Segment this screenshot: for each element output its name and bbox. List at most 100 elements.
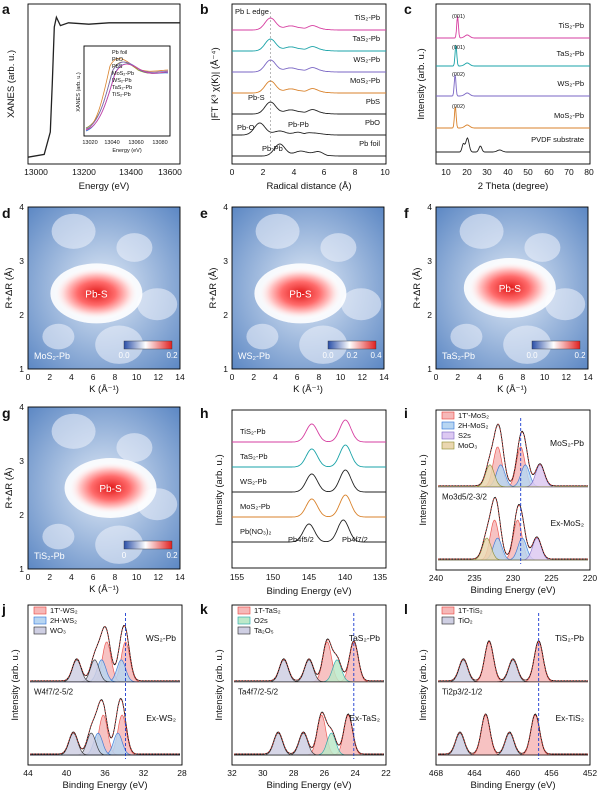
- wt-y-tick-e-2: 3: [223, 256, 228, 266]
- panel-label-g: g: [2, 405, 11, 421]
- inset-legend-5: TaS₂-Pb: [112, 85, 132, 91]
- pb4f-curve-1: [232, 444, 386, 468]
- peak-label-mos2: (002): [452, 104, 465, 110]
- wt-x-tick-g-0: 0: [26, 572, 31, 582]
- xps-x-tick-j-0: 44: [23, 768, 33, 778]
- pb4f-curve-2: [232, 469, 386, 493]
- wt-x-tick-g-6: 12: [154, 572, 164, 582]
- wt-y-tick-f-3: 4: [427, 202, 432, 212]
- wt-contour-blob: [51, 413, 96, 449]
- wt-x-tick-f-1: 2: [455, 372, 460, 382]
- pb4f-curve-4: [232, 519, 386, 543]
- panel-b: TiS₂-Pb TaS₂-Pb WS₂-Pb MoS₂-Pb PbS PbO Pb foil…: [210, 3, 390, 192]
- xps-x-tick-i-1: 235: [467, 573, 481, 583]
- wt-x-tick-g-2: 4: [69, 572, 74, 582]
- xps-raw-j: [30, 624, 180, 682]
- x-tick-c-1: 20: [462, 167, 472, 177]
- inset-frame: [83, 45, 171, 137]
- annotation-pb-pb-1: Pb-Pb: [288, 120, 309, 129]
- wt-contour-blob: [42, 323, 75, 350]
- wt-x-tick-g-5: 10: [132, 572, 142, 582]
- wt-y-tick-d-2: 3: [19, 256, 24, 266]
- xps-x-tick-i-0: 240: [429, 573, 443, 583]
- panel-label-f: f: [404, 205, 409, 221]
- pb4f-series-label-2: WS₂-Pb: [240, 477, 267, 486]
- peak-label-ws2: (002): [452, 72, 465, 78]
- legend-swatch-l-0: [441, 606, 455, 615]
- xps-x-tick-k-3: 26: [320, 768, 330, 778]
- legend-label-i-2: S2s: [458, 431, 471, 440]
- xps-bottom-label-k: Ex-TaS₂: [349, 713, 380, 723]
- xps-component-j: [30, 732, 180, 756]
- wt-x-tick-g-3: 6: [91, 572, 96, 582]
- wt-y-tick-g-3: 4: [19, 402, 24, 412]
- legend-label-i-3: MoO₃: [458, 441, 477, 450]
- inset-xtick-0: 13020: [82, 140, 97, 146]
- xps-x-tick-j-3: 32: [139, 768, 149, 778]
- exafs-curve-0: [232, 17, 386, 31]
- legend-label-j-1: 2H-WS₂: [50, 616, 77, 625]
- wt-colorbar-tick-e-1: 0.2: [346, 351, 358, 360]
- legend-label-i-1: 2H-MoS₂: [458, 421, 489, 430]
- wt-x-tick-f-6: 12: [562, 372, 572, 382]
- inset-legend-0: Pb foil: [112, 50, 127, 56]
- xps-component-k: [234, 732, 384, 756]
- inset-curve-ws2: [85, 61, 169, 130]
- wt-y-tick-e-1: 2: [223, 310, 228, 320]
- xps-x-label-k: Binding Energy (eV): [266, 780, 351, 791]
- y-axis-label-h: Intensity (arb. u.): [214, 454, 225, 525]
- wt-colorbar-f: [531, 340, 581, 350]
- panel-h: TiS₂-Pb TaS₂-Pb WS₂-Pb MoS₂-Pb Pb(NO₃)₂ Inte…: [214, 409, 387, 597]
- annotation-pb-l-edge: Pb L edge: [235, 7, 269, 16]
- xps-component-l: [438, 659, 588, 683]
- wt-x-tick-e-5: 10: [336, 372, 346, 382]
- xrd-series-label-0: TiS₂-Pb: [558, 21, 584, 30]
- annotation-pb-pb-2: Pb-Pb: [262, 144, 283, 153]
- xps-raw-k: [234, 638, 384, 682]
- wt-x-tick-e-2: 4: [273, 372, 278, 382]
- x-tick-c-3: 40: [503, 167, 513, 177]
- wt-contour-blob: [341, 288, 382, 321]
- x-tick-a-1: 13200: [72, 167, 96, 177]
- wt-colorbar-tick-f-1: 0.2: [574, 351, 586, 360]
- exafs-curve-2: [232, 59, 386, 73]
- xps-orbital-label-j: W4f7/2-5/2: [34, 688, 74, 697]
- x-tick-b-3: 6: [322, 167, 327, 177]
- x-axis-label-b: Radical distance (Å): [266, 181, 351, 192]
- xps-raw-j: [30, 698, 180, 755]
- wt-contour-blob: [299, 325, 348, 364]
- legend-label-l-1: TiO₂: [458, 616, 473, 625]
- xps-component-i: [438, 464, 588, 488]
- wt-x-tick-d-4: 8: [112, 372, 117, 382]
- inset-xlabel: Energy (eV): [112, 148, 142, 154]
- legend-label-l-0: 1T-TiS₂: [458, 606, 483, 615]
- legend-label-k-0: 1T-TaS₂: [254, 606, 281, 615]
- pb4f-series-label-3: MoS₂-Pb: [240, 502, 270, 511]
- pb4f-series-label-1: TaS₂-Pb: [240, 452, 268, 461]
- x-axis-label-a: Energy (eV): [79, 181, 130, 192]
- wt-x-tick-f-0: 0: [434, 372, 439, 382]
- xps-x-tick-i-3: 225: [544, 573, 558, 583]
- wt-x-tick-e-3: 6: [295, 372, 300, 382]
- x-tick-c-4: 50: [523, 167, 533, 177]
- wt-colorbar-tick-e-0: 0.0: [322, 351, 334, 360]
- xps-raw-l: [438, 713, 588, 755]
- peak-label-tas2: (001): [452, 45, 465, 51]
- wt-x-tick-d-6: 12: [154, 372, 164, 382]
- pb4f-curve-3: [232, 494, 386, 518]
- xps-x-tick-k-4: 24: [350, 768, 360, 778]
- x-tick-h-4: 135: [373, 572, 387, 582]
- wt-x-tick-f-4: 8: [520, 372, 525, 382]
- inset-legend-1: PbO: [112, 57, 124, 63]
- axes-frame-c: [435, 3, 591, 165]
- x-tick-c-5: 60: [544, 167, 554, 177]
- wt-y-label-g: R+ΔR (Å): [4, 468, 15, 509]
- xps-x-tick-k-2: 28: [289, 768, 299, 778]
- y-axis-label-c: Intensity (arb. u.): [416, 48, 427, 119]
- wt-contour-blob: [503, 325, 552, 364]
